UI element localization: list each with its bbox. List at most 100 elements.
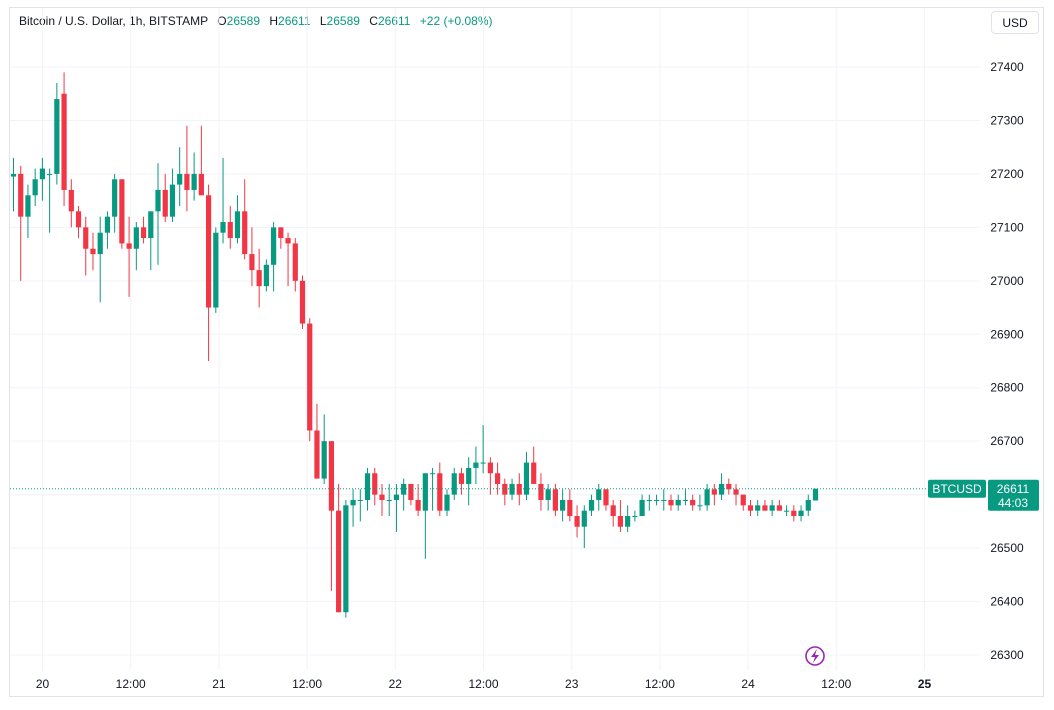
candle [704,483,710,511]
candle [328,441,335,591]
candle [733,483,739,506]
candle [184,125,190,212]
candle-body [718,483,725,495]
candle [429,467,436,511]
candle-body [10,173,17,177]
candle-body [364,473,371,500]
candle-body [812,488,819,501]
candle-body [155,189,161,212]
candle-body [401,483,407,495]
last-price-tag [988,479,1039,511]
candle-body [747,505,754,511]
candle-body [54,99,60,174]
candle-body [610,505,616,517]
candle [588,494,595,517]
candle [119,179,125,249]
candle [603,489,609,511]
candle [653,494,660,506]
candle [502,478,508,506]
symbol-tag-label: BTCUSD [932,482,982,496]
candle-body [632,516,638,518]
x-tick-label: 12:00 [821,677,851,691]
candle [697,494,703,511]
candle [140,216,147,244]
open-value: 26589 [226,14,261,28]
price-axis[interactable]: 27400 27300 27200 27100 27000 26900 26800 26700… [990,60,1024,662]
candle [646,494,652,511]
bar-countdown: 44:03 [998,496,1028,510]
candle [401,478,407,511]
candle-body [61,93,67,190]
candle [364,467,371,511]
candle [350,489,356,527]
candle-body [328,441,335,511]
candle [10,157,17,212]
candle [321,414,327,484]
candle-body [617,516,624,527]
candle [39,157,46,201]
time-axis[interactable]: 20 12:00 21 12:00 22 12:00 23 12:00 24 12:00 25 [36,677,932,691]
candle [596,483,602,511]
close-value: 26611 [377,14,411,28]
candle-body [567,499,573,517]
lightning-icon[interactable] [805,646,825,666]
candle-body [47,173,53,175]
candle-body [762,505,768,511]
symbol-title[interactable]: Bitcoin / U.S. Dollar, 1h, BITSTAMP [19,14,208,28]
candle [336,483,342,613]
candle [278,227,284,249]
candle-body [263,264,269,287]
candle-body [75,211,82,228]
candle-body [213,232,219,308]
candle [299,275,306,329]
candle [263,259,269,292]
candle [812,488,819,501]
candle-body [227,222,233,239]
candle [617,499,624,533]
chart-frame [9,7,1044,697]
candle-body [271,227,277,265]
candle [169,168,176,223]
candle-body [299,280,306,324]
candle-body [437,473,443,511]
candle-body [140,227,147,239]
candle-body [205,195,212,308]
candle [755,499,761,517]
candle [104,211,111,249]
candle-body [646,499,652,501]
x-tick-label: 21 [212,677,226,691]
candle [285,232,291,287]
candle-body [458,473,465,484]
candle-body [285,238,291,244]
candle [668,494,674,511]
candle-body [104,216,111,233]
candle-body [393,494,400,500]
candle [227,205,233,249]
y-tick-label: 26500 [990,541,1024,555]
candle-body [552,489,558,511]
candle [314,403,320,479]
x-tick-label: 22 [389,677,403,691]
candle-body [386,499,392,501]
close-label: C [369,14,378,28]
candle-body [112,179,118,217]
candle-body [805,499,811,511]
candle [155,163,161,265]
candle [444,489,450,517]
y-tick-label: 26300 [990,648,1024,662]
last-price-group: BTCUSD 26611 44:03 [10,479,1039,511]
candle [567,489,573,522]
currency-button[interactable]: USD [991,11,1039,34]
candle [632,510,638,522]
candle-body [755,505,761,511]
candle [18,165,24,281]
candle [798,505,804,522]
candle [740,494,746,511]
candle [343,499,349,618]
candle-body [516,483,522,495]
y-tick-label: 27200 [990,167,1024,181]
candle-body [292,243,298,281]
candle [747,499,754,517]
candle [675,494,681,511]
